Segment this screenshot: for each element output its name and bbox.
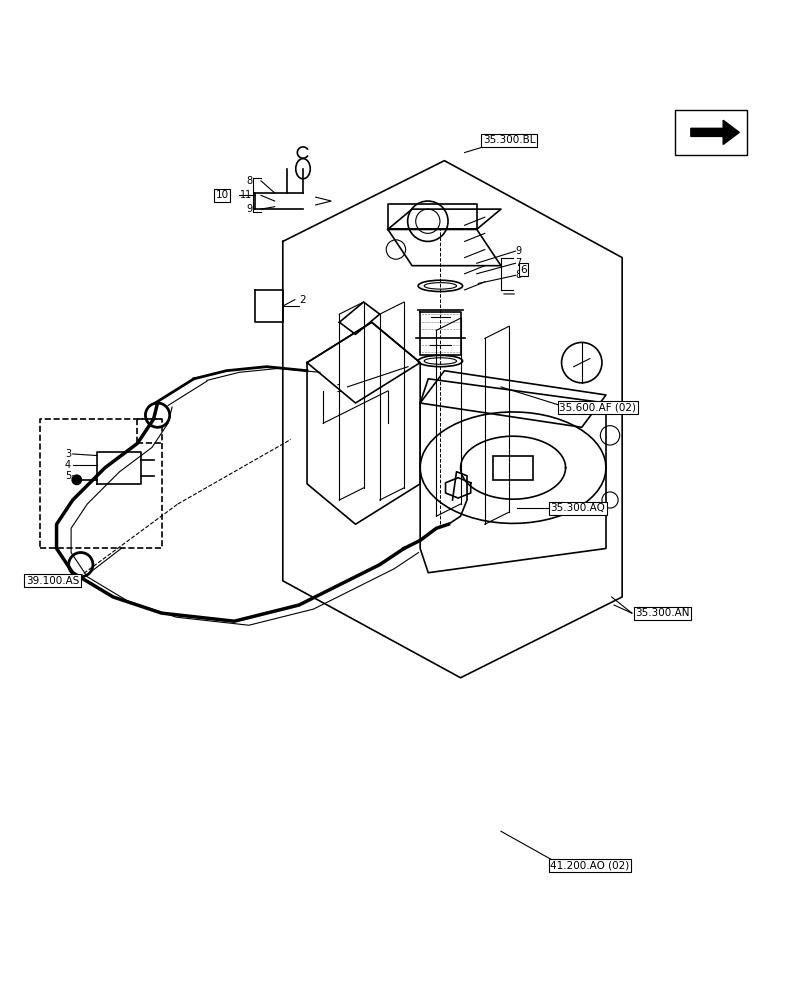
Text: 1: 1 — [336, 384, 343, 394]
Text: 5: 5 — [65, 471, 71, 481]
Ellipse shape — [296, 159, 310, 179]
Circle shape — [415, 209, 440, 233]
Text: 6: 6 — [520, 265, 527, 275]
Circle shape — [145, 403, 170, 427]
Text: 3: 3 — [65, 449, 71, 459]
Text: 41.200.AO (02): 41.200.AO (02) — [550, 860, 629, 870]
Text: 35.300.AQ: 35.300.AQ — [550, 503, 605, 513]
Text: 11: 11 — [240, 190, 252, 200]
Ellipse shape — [424, 283, 457, 289]
Circle shape — [69, 553, 93, 577]
Text: 8: 8 — [516, 270, 522, 280]
Text: 35.600.AF (02): 35.600.AF (02) — [559, 402, 637, 412]
Text: 8: 8 — [246, 176, 252, 186]
Ellipse shape — [419, 355, 462, 367]
Text: 7: 7 — [516, 258, 522, 268]
Polygon shape — [315, 197, 331, 205]
Polygon shape — [691, 120, 739, 144]
Text: 10: 10 — [216, 190, 229, 200]
Text: 35.300.BL: 35.300.BL — [483, 135, 535, 145]
Text: 9: 9 — [516, 246, 522, 256]
Text: 2: 2 — [299, 295, 305, 305]
Circle shape — [562, 342, 602, 383]
Circle shape — [602, 492, 618, 508]
Text: 4: 4 — [65, 460, 71, 470]
Text: 35.300.AN: 35.300.AN — [635, 608, 690, 618]
Circle shape — [407, 201, 448, 241]
Circle shape — [72, 475, 82, 485]
Ellipse shape — [424, 358, 457, 364]
Circle shape — [600, 426, 620, 445]
Circle shape — [386, 240, 406, 259]
Bar — [675, 110, 747, 155]
Ellipse shape — [419, 280, 462, 292]
Text: 39.100.AS: 39.100.AS — [26, 576, 79, 586]
Text: 9: 9 — [246, 204, 252, 214]
Bar — [493, 456, 533, 480]
